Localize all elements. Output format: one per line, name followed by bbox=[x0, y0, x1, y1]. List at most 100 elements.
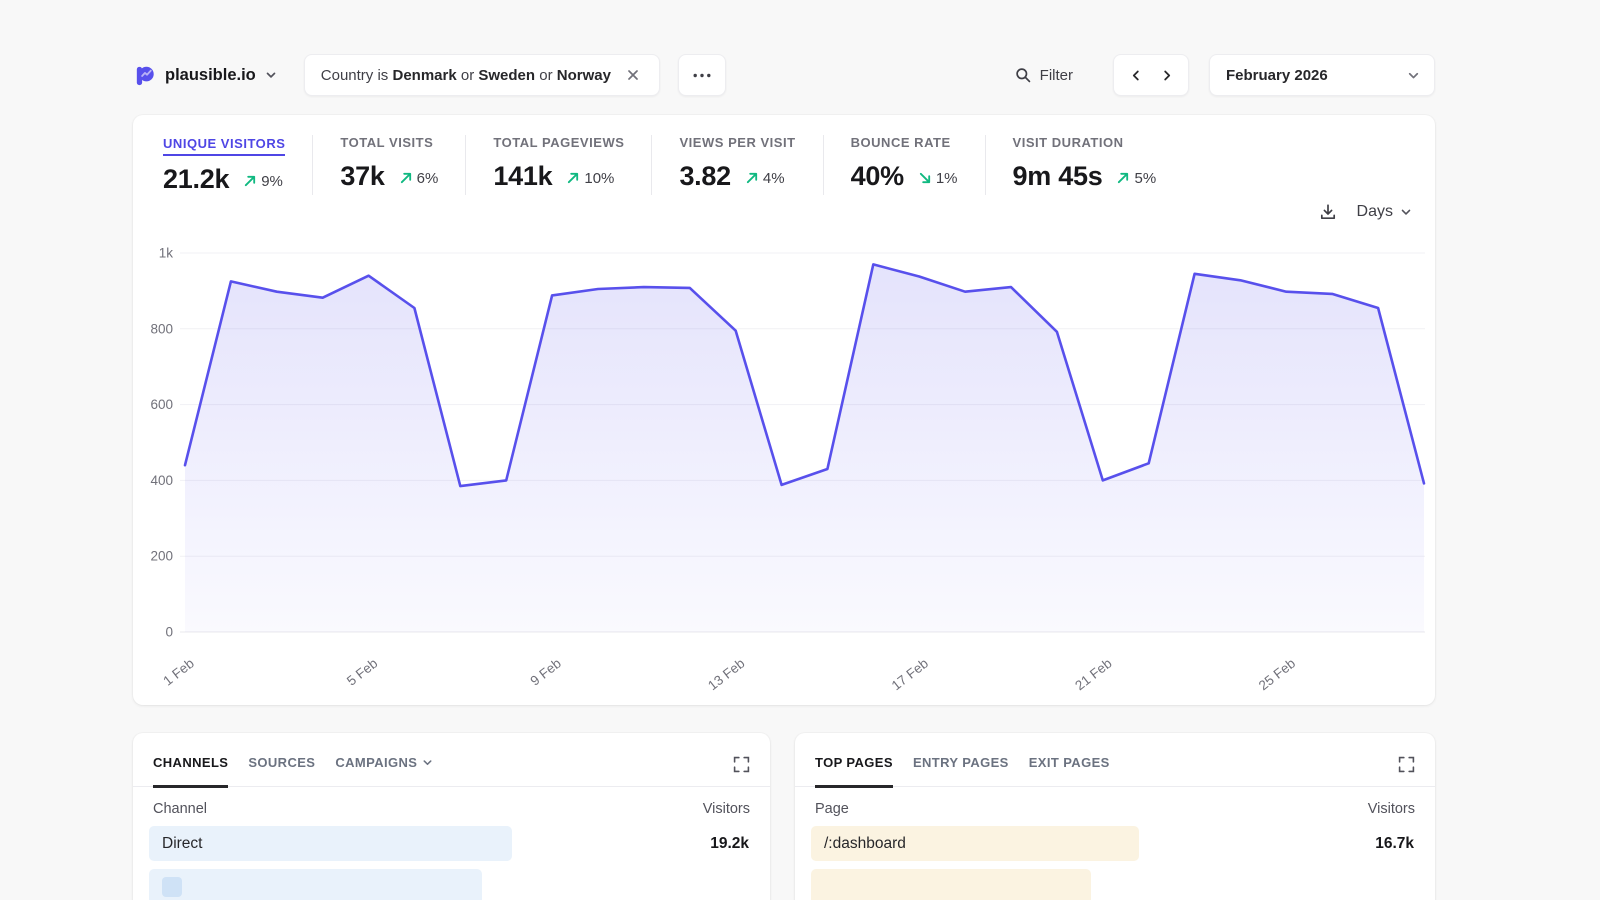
plausible-logo-icon bbox=[136, 66, 154, 85]
top-bar: plausible.io Country is Denmark or Swede… bbox=[133, 54, 1435, 96]
metric-column-header: Visitors bbox=[1367, 801, 1415, 817]
site-switcher[interactable]: plausible.io bbox=[133, 64, 277, 87]
download-export-button[interactable] bbox=[1319, 203, 1337, 221]
stat-delta: 10% bbox=[566, 170, 614, 187]
row-visitors: 19.2k bbox=[710, 834, 749, 852]
svg-text:13 Feb: 13 Feb bbox=[705, 656, 747, 694]
active-filter-pill[interactable]: Country is Denmark or Sweden or Norway bbox=[303, 54, 660, 96]
svg-text:200: 200 bbox=[150, 549, 173, 564]
period-nav bbox=[1113, 54, 1189, 96]
stat-label: TOTAL PAGEVIEWS bbox=[493, 135, 625, 150]
stat-total-visits[interactable]: TOTAL VISITS 37k 6% bbox=[312, 135, 465, 195]
tab-sources[interactable]: SOURCES bbox=[248, 755, 316, 770]
stat-delta: 6% bbox=[399, 170, 438, 187]
visitors-area-chart: 1k 800 600 400 200 0 1 Feb 5 Feb 9 Feb 13 Feb 17 F… bbox=[150, 246, 1426, 694]
table-row-partial[interactable] bbox=[149, 869, 754, 900]
svg-text:25 Feb: 25 Feb bbox=[1256, 656, 1298, 694]
expand-panel-button[interactable] bbox=[733, 755, 750, 773]
stat-bounce-rate[interactable]: BOUNCE RATE 40% 1% bbox=[822, 135, 985, 195]
row-bar bbox=[149, 826, 512, 861]
stat-label: UNIQUE VISITORS bbox=[163, 136, 286, 156]
stat-delta: 4% bbox=[745, 170, 785, 187]
top-pages-panel: TOP PAGES ENTRY PAGES EXIT PAGES Page Vi… bbox=[795, 733, 1435, 900]
svg-text:9 Feb: 9 Feb bbox=[528, 656, 564, 689]
svg-text:1k: 1k bbox=[159, 246, 174, 261]
stat-unique-visitors[interactable]: UNIQUE VISITORS 21.2k 9% bbox=[163, 135, 312, 195]
table-row[interactable]: /:dashboard 16.7k bbox=[811, 826, 1419, 861]
trend-up-icon bbox=[746, 172, 758, 184]
favicon bbox=[162, 876, 182, 897]
filter-pill-text: Country is Denmark or Sweden or Norway bbox=[320, 66, 611, 84]
stat-value: 141k bbox=[493, 161, 553, 191]
svg-text:600: 600 bbox=[150, 397, 173, 412]
stat-value: 40% bbox=[850, 161, 905, 191]
svg-text:21 Feb: 21 Feb bbox=[1072, 656, 1114, 694]
trend-down-icon bbox=[919, 172, 930, 184]
row-bar bbox=[811, 826, 1140, 861]
svg-text:17 Feb: 17 Feb bbox=[889, 656, 931, 694]
stat-label: VISIT DURATION bbox=[1012, 135, 1124, 150]
trend-up-icon bbox=[245, 175, 256, 187]
filter-button[interactable]: Filter bbox=[1015, 67, 1073, 84]
row-name bbox=[149, 876, 182, 897]
table-row-partial[interactable] bbox=[811, 869, 1419, 900]
top-stats-row: UNIQUE VISITORS 21.2k 9% TOTAL VISITS 37… bbox=[133, 115, 1435, 195]
dimension-column-header: Page bbox=[815, 801, 849, 817]
chevron-down-icon bbox=[1408, 72, 1419, 78]
next-period-button[interactable] bbox=[1153, 60, 1181, 90]
stat-label: TOTAL VISITS bbox=[340, 135, 434, 150]
metric-column-header: Visitors bbox=[702, 801, 750, 817]
panel-tabs: CHANNELS SOURCES CAMPAIGNS bbox=[133, 733, 770, 788]
stat-total-pageviews[interactable]: TOTAL PAGEVIEWS 141k 10% bbox=[465, 135, 651, 195]
fullscreen-icon bbox=[1398, 756, 1415, 773]
row-visitors: 16.7k bbox=[1375, 834, 1414, 852]
panel-rows: Direct 19.2k bbox=[133, 826, 770, 900]
stat-value: 21.2k bbox=[163, 164, 230, 194]
chevron-down-icon bbox=[266, 72, 276, 78]
interval-dropdown[interactable]: Days bbox=[1357, 203, 1412, 221]
tab-entry-pages[interactable]: ENTRY PAGES bbox=[912, 755, 1009, 770]
panel-tabs: TOP PAGES ENTRY PAGES EXIT PAGES bbox=[795, 733, 1435, 788]
tab-exit-pages[interactable]: EXIT PAGES bbox=[1028, 755, 1110, 770]
fullscreen-icon bbox=[733, 756, 750, 773]
stat-delta: 9% bbox=[243, 173, 283, 190]
svg-text:400: 400 bbox=[150, 473, 173, 488]
ellipsis-icon bbox=[693, 73, 711, 77]
tab-channels[interactable]: CHANNELS bbox=[153, 755, 229, 788]
tab-campaigns[interactable]: CAMPAIGNS bbox=[335, 755, 433, 785]
stat-delta: 5% bbox=[1116, 170, 1156, 187]
column-headers: Page Visitors bbox=[795, 787, 1435, 826]
trend-up-icon bbox=[568, 172, 579, 184]
chevron-down-icon bbox=[423, 760, 432, 766]
svg-text:0: 0 bbox=[165, 625, 173, 640]
filter-button-label: Filter bbox=[1039, 66, 1073, 84]
svg-text:5 Feb: 5 Feb bbox=[344, 656, 380, 689]
site-name: plausible.io bbox=[165, 65, 256, 84]
column-headers: Channel Visitors bbox=[133, 787, 770, 826]
svg-text:1 Feb: 1 Feb bbox=[160, 656, 196, 689]
expand-panel-button[interactable] bbox=[1398, 755, 1415, 773]
tab-top-pages[interactable]: TOP PAGES bbox=[815, 755, 893, 788]
trend-up-icon bbox=[1118, 172, 1129, 184]
stat-visit-duration[interactable]: VISIT DURATION 9m 45s 5% bbox=[984, 135, 1184, 195]
date-range-label: February 2026 bbox=[1226, 66, 1328, 84]
interval-label: Days bbox=[1356, 203, 1393, 220]
search-icon bbox=[1015, 67, 1030, 82]
prev-period-button[interactable] bbox=[1122, 60, 1150, 90]
trend-up-icon bbox=[400, 172, 411, 184]
stat-value: 9m 45s bbox=[1012, 161, 1103, 191]
stat-label: VIEWS PER VISIT bbox=[679, 135, 796, 150]
remove-filter-icon[interactable] bbox=[623, 65, 643, 85]
stat-delta: 1% bbox=[918, 170, 958, 187]
stat-value: 37k bbox=[340, 161, 385, 191]
table-row[interactable]: Direct 19.2k bbox=[149, 826, 754, 861]
stat-views-per-visit[interactable]: VIEWS PER VISIT 3.82 4% bbox=[651, 135, 822, 195]
visitors-graph-card: UNIQUE VISITORS 21.2k 9% TOTAL VISITS 37… bbox=[133, 115, 1435, 705]
panel-rows: /:dashboard 16.7k bbox=[795, 826, 1435, 900]
download-icon bbox=[1320, 204, 1335, 220]
date-range-picker[interactable]: February 2026 bbox=[1209, 54, 1435, 96]
row-bar bbox=[811, 869, 1091, 900]
more-filters-button[interactable] bbox=[677, 54, 726, 96]
svg-text:800: 800 bbox=[150, 321, 173, 336]
